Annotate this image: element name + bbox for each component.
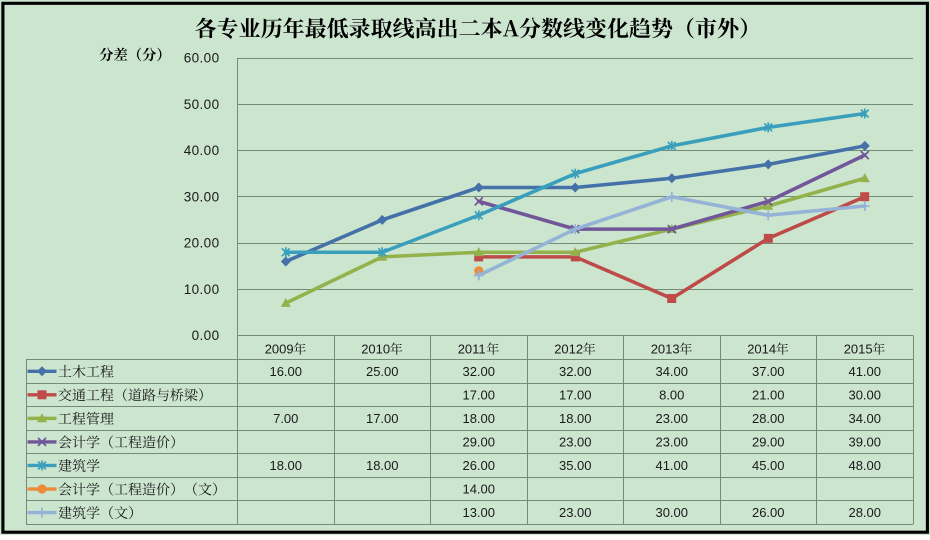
svg-text:26.00: 26.00	[752, 505, 785, 520]
svg-text:32.00: 32.00	[462, 364, 495, 379]
svg-text:23.00: 23.00	[655, 411, 688, 426]
svg-text:18.00: 18.00	[269, 458, 302, 473]
svg-text:34.00: 34.00	[655, 364, 688, 379]
svg-text:13.00: 13.00	[462, 505, 495, 520]
svg-text:41.00: 41.00	[848, 364, 881, 379]
svg-text:7.00: 7.00	[273, 411, 298, 426]
svg-text:23.00: 23.00	[559, 435, 592, 450]
svg-text:45.00: 45.00	[752, 458, 785, 473]
svg-text:39.00: 39.00	[848, 435, 881, 450]
svg-text:37.00: 37.00	[752, 364, 785, 379]
svg-text:10.00: 10.00	[184, 282, 220, 297]
svg-text:2011: 2011	[458, 341, 486, 356]
svg-text:23.00: 23.00	[559, 505, 592, 520]
svg-text:2010: 2010	[361, 341, 390, 356]
svg-text:40.00: 40.00	[184, 143, 220, 158]
svg-text:26.00: 26.00	[462, 458, 495, 473]
svg-text:17.00: 17.00	[462, 387, 495, 402]
svg-text:17.00: 17.00	[559, 387, 592, 402]
svg-text:30.00: 30.00	[184, 189, 220, 204]
svg-text:41.00: 41.00	[655, 458, 688, 473]
svg-text:60.00: 60.00	[184, 51, 220, 66]
svg-text:34.00: 34.00	[848, 411, 881, 426]
svg-text:2012: 2012	[554, 341, 583, 356]
svg-text:21.00: 21.00	[752, 387, 785, 402]
svg-text:25.00: 25.00	[366, 364, 399, 379]
svg-text:30.00: 30.00	[848, 387, 881, 402]
svg-text:14.00: 14.00	[462, 482, 495, 497]
svg-text:50.00: 50.00	[184, 97, 220, 112]
svg-text:28.00: 28.00	[848, 505, 881, 520]
svg-text:29.00: 29.00	[462, 435, 495, 450]
svg-text:2015: 2015	[844, 341, 873, 356]
svg-text:2013: 2013	[651, 341, 680, 356]
svg-text:48.00: 48.00	[848, 458, 881, 473]
svg-text:2014: 2014	[747, 341, 776, 356]
svg-text:17.00: 17.00	[366, 411, 399, 426]
svg-text:8.00: 8.00	[659, 387, 684, 402]
svg-text:18.00: 18.00	[366, 458, 399, 473]
svg-text:20.00: 20.00	[184, 236, 220, 251]
svg-text:30.00: 30.00	[655, 505, 688, 520]
svg-text:0.00: 0.00	[192, 328, 220, 343]
svg-text:18.00: 18.00	[559, 411, 592, 426]
svg-text:32.00: 32.00	[559, 364, 592, 379]
svg-text:28.00: 28.00	[752, 411, 785, 426]
svg-text:2009: 2009	[265, 341, 294, 356]
svg-text:23.00: 23.00	[655, 435, 688, 450]
svg-text:35.00: 35.00	[559, 458, 592, 473]
svg-text:16.00: 16.00	[269, 364, 302, 379]
svg-text:18.00: 18.00	[462, 411, 495, 426]
svg-text:29.00: 29.00	[752, 435, 785, 450]
